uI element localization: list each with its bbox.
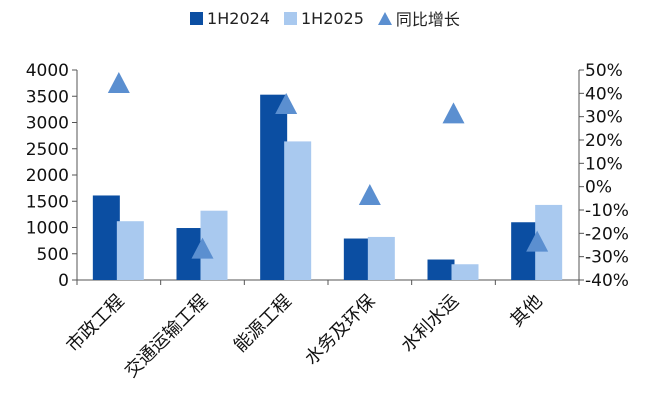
legend-label-series-3: 同比增长 (395, 10, 460, 29)
bar-1h2024 (92, 195, 120, 280)
x-tick-label: 能源工程 (230, 291, 296, 357)
y-left-tick-label: 0 (58, 271, 69, 291)
y-left-tick-label: 3000 (26, 114, 69, 134)
bar-1h2024 (260, 94, 288, 280)
y-left-tick-label: 1000 (26, 219, 69, 239)
marker-yoy-growth (191, 237, 214, 259)
legend-item-series-2: 1H2025 (283, 8, 364, 28)
bar-1h2025 (451, 264, 479, 280)
y-right-tick-label: 50% (585, 61, 623, 81)
x-tick-label: 交通运输工程 (121, 291, 212, 382)
y-right-tick-label: 30% (585, 108, 623, 128)
marker-yoy-growth (107, 72, 130, 93)
y-left-tick-label: 2500 (26, 140, 69, 160)
marker-yoy-growth (526, 230, 549, 252)
y-left-tick-label: 1500 (26, 192, 69, 212)
y-left-tick-label: 3500 (26, 87, 69, 107)
y-left-tick-label: 4000 (26, 61, 69, 81)
bar-1h2024 (343, 238, 371, 280)
marker-yoy-growth (275, 93, 298, 114)
marker-yoy-growth (442, 102, 465, 124)
x-tick-label: 其他 (506, 291, 546, 331)
y-right-tick-label: -40% (585, 271, 629, 291)
x-tick-label: 市政工程 (63, 291, 129, 357)
y-right-tick-label: -30% (585, 248, 629, 268)
legend-swatch-series-2 (283, 11, 297, 25)
y-right-tick-label: 20% (585, 131, 623, 151)
bar-1h2025 (367, 236, 395, 280)
legend-marker-series-3 (377, 11, 392, 25)
y-right-tick-label: 40% (585, 84, 623, 104)
legend-swatch-series-1 (190, 11, 204, 25)
y-left-tick-label: 500 (37, 245, 69, 265)
marker-yoy-growth (358, 184, 381, 205)
legend-item-series-3: 同比增长 (377, 6, 460, 30)
y-right-tick-label: -20% (585, 224, 629, 244)
bar-1h2025 (116, 221, 144, 280)
legend-label-series-2: 1H2025 (300, 8, 364, 28)
y-left-tick-label: 2000 (26, 166, 69, 186)
x-tick-label: 水务及环保 (301, 291, 379, 369)
x-tick-label: 水利水运 (397, 291, 463, 357)
y-right-tick-label: 10% (585, 154, 623, 174)
legend-item-series-1: 1H2024 (190, 9, 270, 28)
y-right-tick-label: -10% (585, 201, 629, 221)
bar-1h2024 (427, 259, 455, 280)
bar-1h2025 (284, 141, 312, 280)
chart-legend: 1H2024 1H2025 同比增长 (0, 6, 650, 30)
legend-label-series-1: 1H2024 (207, 8, 270, 28)
y-right-tick-label: 0% (585, 178, 612, 198)
